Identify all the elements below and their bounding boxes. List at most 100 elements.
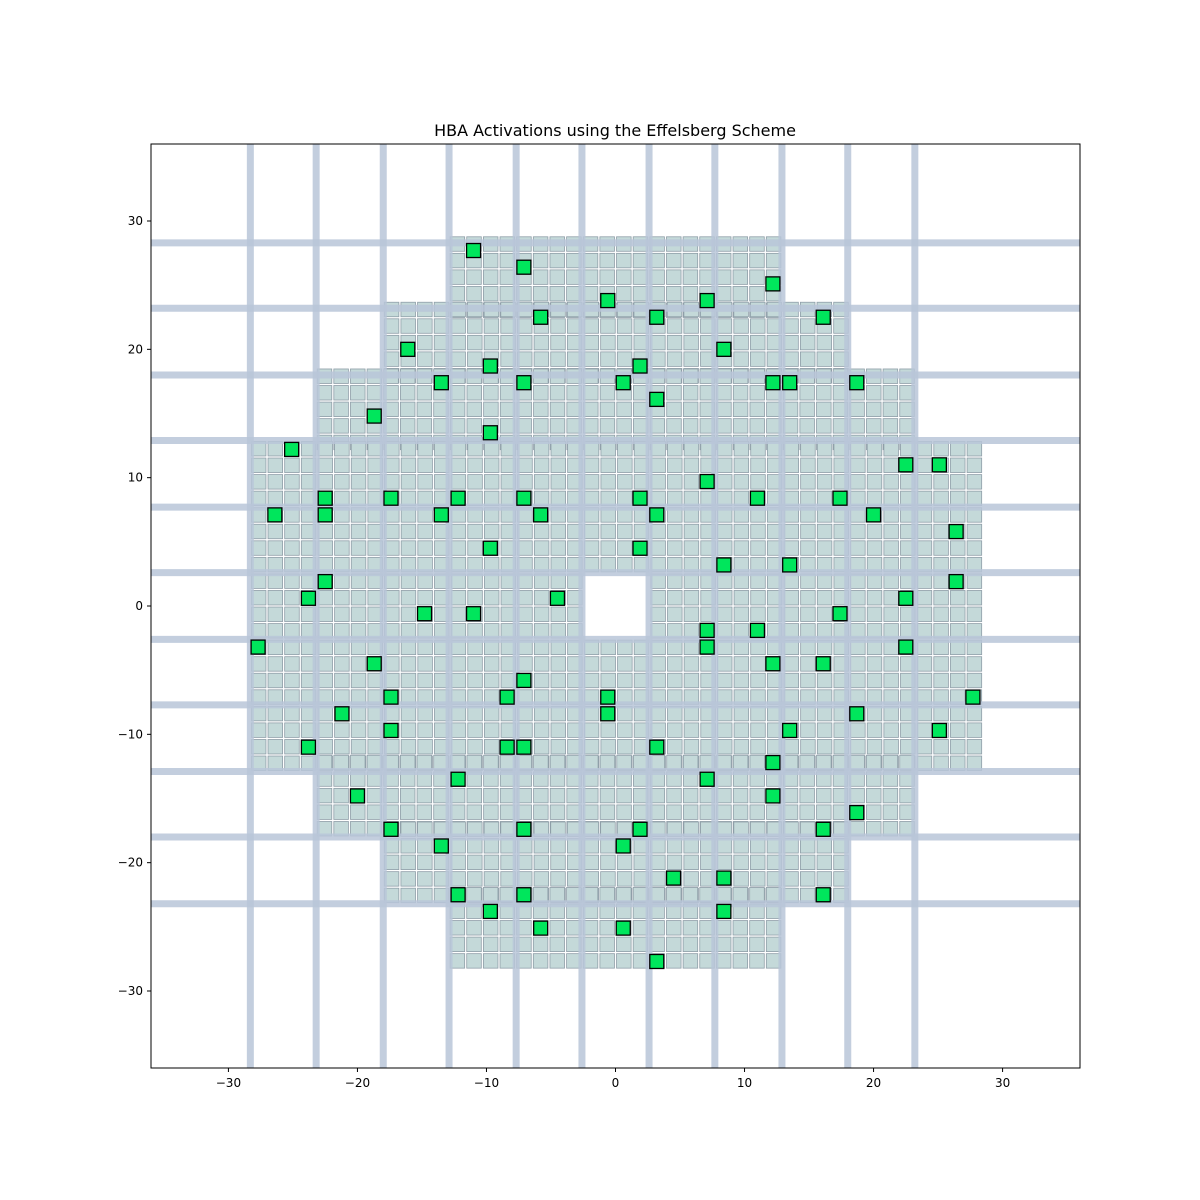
antenna-element <box>267 490 284 507</box>
antenna-element <box>816 871 833 887</box>
antenna-element <box>783 838 799 854</box>
antenna-element <box>717 739 733 755</box>
antenna-element <box>750 871 766 887</box>
antenna-element <box>599 953 615 969</box>
plot-area <box>151 144 1080 1068</box>
antenna-element <box>550 351 566 367</box>
activated-element-marker <box>516 490 532 506</box>
antenna-element <box>499 286 515 302</box>
antenna-element <box>866 804 882 820</box>
antenna-element <box>883 606 899 622</box>
antenna-element <box>916 457 933 473</box>
antenna-element <box>717 590 733 606</box>
antenna-element <box>799 418 815 434</box>
antenna-element <box>549 385 566 401</box>
antenna-element <box>616 418 632 434</box>
antenna-element <box>583 871 600 887</box>
antenna-element <box>883 490 899 507</box>
antenna-element <box>617 457 633 473</box>
antenna-element <box>933 590 949 606</box>
antenna-element <box>350 739 367 755</box>
antenna-element <box>267 590 284 606</box>
antenna-element <box>966 672 983 689</box>
antenna-element <box>749 787 765 804</box>
antenna-element <box>466 787 482 804</box>
antenna-element <box>667 540 683 556</box>
antenna-element <box>916 705 933 722</box>
antenna-element <box>600 540 616 556</box>
antenna-element <box>749 804 765 820</box>
antenna-element <box>683 606 700 622</box>
antenna-element <box>499 252 515 269</box>
activated-element-marker <box>433 838 449 854</box>
antenna-element <box>800 474 816 490</box>
antenna-element <box>467 540 483 556</box>
activated-element-marker <box>815 887 831 903</box>
antenna-element <box>650 854 666 870</box>
activated-element-marker <box>632 540 648 556</box>
antenna-element <box>816 854 833 870</box>
activated-element-marker <box>716 870 732 886</box>
antenna-element <box>717 672 733 689</box>
antenna-element <box>467 722 483 738</box>
y-tick-label: −20 <box>118 856 143 870</box>
antenna-element <box>733 838 749 854</box>
activated-element-marker <box>832 490 848 506</box>
antenna-element <box>416 804 433 820</box>
activated-element-marker <box>482 425 498 441</box>
antenna-element <box>400 523 417 540</box>
antenna-element <box>549 887 565 903</box>
antenna-element <box>882 787 899 804</box>
activated-element-marker <box>400 341 416 357</box>
antenna-element <box>666 385 682 401</box>
activated-element-marker <box>383 821 399 837</box>
antenna-element <box>916 739 933 755</box>
antenna-element <box>717 523 733 540</box>
antenna-element <box>517 474 533 490</box>
antenna-element <box>533 838 550 854</box>
antenna-element <box>499 953 515 969</box>
antenna-element <box>483 385 499 401</box>
antenna-element <box>749 286 765 302</box>
antenna-element <box>450 672 467 689</box>
antenna-element <box>866 656 883 672</box>
activated-element-marker <box>349 788 366 804</box>
activated-element-marker <box>482 358 498 374</box>
antenna-element <box>732 269 749 285</box>
antenna-element <box>533 705 550 722</box>
antenna-element <box>667 606 683 622</box>
antenna-element <box>717 705 733 722</box>
antenna-element <box>483 754 499 771</box>
antenna-element <box>816 722 833 738</box>
antenna-element <box>549 804 566 820</box>
activated-element-marker <box>632 490 648 506</box>
antenna-element <box>400 318 416 334</box>
activated-element-marker <box>699 639 715 655</box>
antenna-element <box>850 606 866 622</box>
activated-element-marker <box>865 507 882 523</box>
antenna-element <box>883 474 899 490</box>
antenna-element <box>749 887 765 903</box>
antenna-element <box>550 838 566 854</box>
antenna-element <box>549 953 565 969</box>
antenna-element <box>882 401 899 417</box>
antenna-element <box>666 838 683 854</box>
antenna-element <box>350 523 367 540</box>
antenna-element <box>400 490 417 507</box>
antenna-element <box>350 474 367 490</box>
activated-element-marker <box>898 590 914 606</box>
antenna-element <box>532 269 549 285</box>
antenna-element <box>650 672 666 689</box>
antenna-element <box>617 523 633 540</box>
antenna-element <box>450 351 466 367</box>
antenna-element <box>800 705 816 722</box>
antenna-element <box>850 590 866 606</box>
antenna-element <box>750 656 766 672</box>
antenna-element <box>517 656 533 672</box>
antenna-element <box>666 804 682 820</box>
antenna-element <box>850 540 866 556</box>
antenna-element <box>400 838 416 854</box>
antenna-element <box>883 540 899 556</box>
antenna-element <box>733 854 749 870</box>
antenna-element <box>749 385 765 401</box>
